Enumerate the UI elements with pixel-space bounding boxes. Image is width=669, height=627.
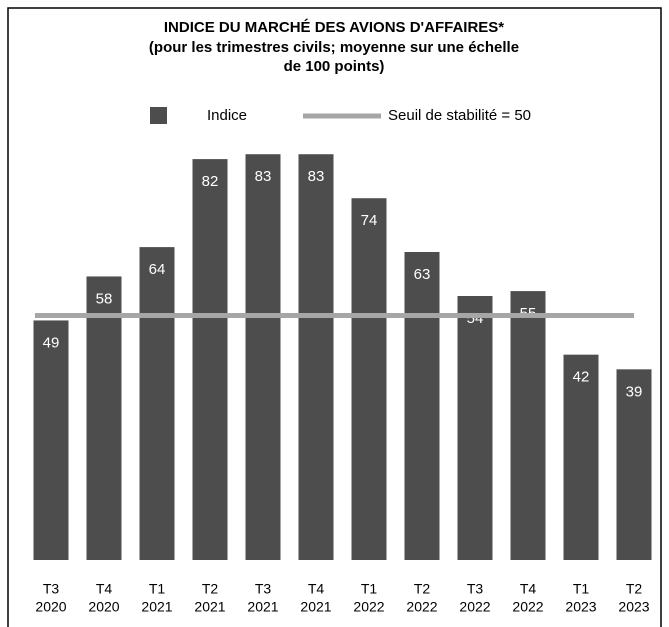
value-label: 82	[202, 173, 219, 190]
value-label: 74	[361, 212, 378, 229]
value-label: 42	[573, 369, 590, 386]
bar	[139, 247, 175, 560]
x-tick-label: 2023	[618, 599, 649, 615]
bar	[457, 296, 493, 560]
chart-title: INDICE DU MARCHÉ DES AVIONS D'AFFAIRES*	[164, 19, 504, 36]
value-label: 64	[149, 261, 166, 278]
x-tick-label: 2022	[512, 599, 543, 615]
x-tick-label: 2020	[35, 599, 66, 615]
x-tick-label: T2	[626, 581, 643, 597]
bar	[192, 159, 228, 560]
value-label: 49	[43, 334, 60, 351]
bar	[298, 154, 334, 560]
x-tick-label: T1	[149, 581, 166, 597]
bar	[616, 369, 652, 560]
x-tick-label: 2022	[459, 599, 490, 615]
bar	[510, 291, 546, 560]
x-tick-label: 2020	[88, 599, 119, 615]
chart-subtitle: (pour les trimestres civils; moyenne sur…	[149, 39, 519, 56]
x-tick-label: T2	[202, 581, 219, 597]
value-label: 63	[414, 266, 431, 283]
legend-label: Seuil de stabilité = 50	[388, 107, 531, 124]
x-tick-label: T3	[43, 581, 60, 597]
legend-label: Indice	[207, 107, 247, 124]
x-tick-label: T3	[467, 581, 484, 597]
bar	[86, 276, 122, 560]
frame	[7, 7, 662, 627]
legend-swatch	[150, 107, 167, 124]
x-tick-label: T1	[573, 581, 590, 597]
bar	[351, 198, 387, 560]
bar	[33, 320, 69, 560]
x-tick-label: 2021	[247, 599, 278, 615]
value-label: 39	[626, 383, 643, 400]
value-label: 58	[96, 290, 113, 307]
value-label: 83	[308, 168, 325, 185]
x-tick-label: T4	[520, 581, 537, 597]
x-tick-label: 2023	[565, 599, 596, 615]
chart-subtitle: de 100 points)	[284, 58, 385, 75]
value-label: 83	[255, 168, 272, 185]
bar	[563, 354, 599, 560]
bar	[404, 252, 440, 560]
x-tick-label: T2	[414, 581, 431, 597]
x-tick-label: 2021	[194, 599, 225, 615]
bar	[245, 154, 281, 560]
x-tick-label: 2021	[300, 599, 331, 615]
value-label: 54	[467, 310, 484, 327]
x-tick-label: 2022	[353, 599, 384, 615]
x-tick-label: T4	[308, 581, 325, 597]
x-tick-label: T4	[96, 581, 113, 597]
x-tick-label: T3	[255, 581, 272, 597]
x-tick-label: 2021	[141, 599, 172, 615]
x-tick-label: T1	[361, 581, 378, 597]
x-tick-label: 2022	[406, 599, 437, 615]
